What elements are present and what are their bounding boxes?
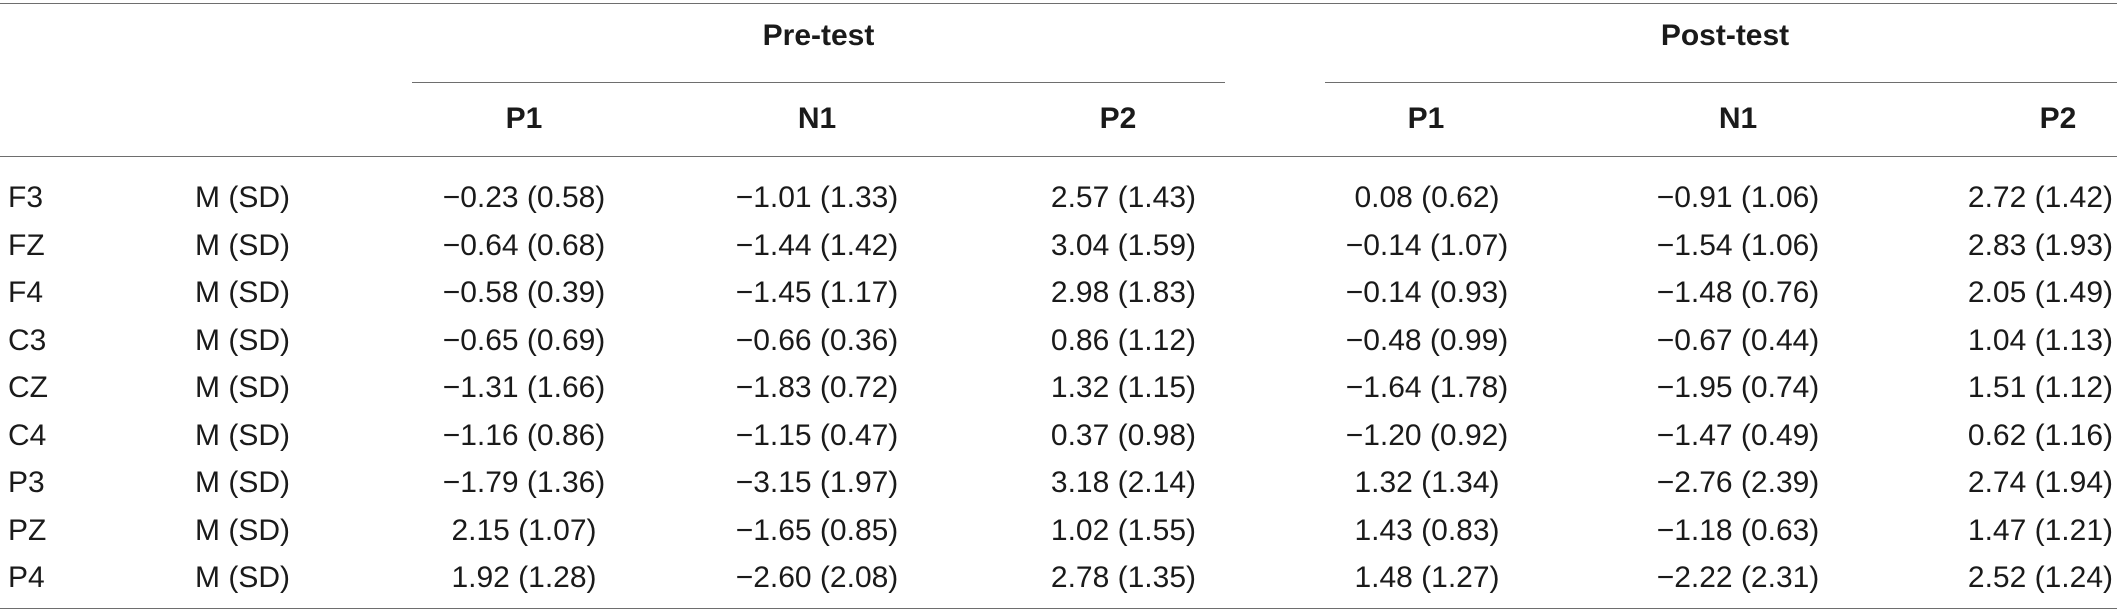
- sub-header-6: P2: [2039, 102, 2077, 135]
- value-cell: 3.04 (1.59): [1050, 228, 1196, 262]
- value-cell: −1.18 (0.63): [1656, 513, 1820, 547]
- value-cell: −0.66 (0.36): [735, 323, 899, 357]
- value-cell: −0.91 (1.06): [1656, 181, 1820, 214]
- value-cell: 1.47 (1.21): [1967, 513, 2113, 547]
- value-cell: 2.15 (1.07): [451, 513, 597, 547]
- value-cell: 2.05 (1.49): [1967, 276, 2113, 309]
- value-cell: −0.23 (0.58): [442, 181, 606, 214]
- value-cell: 0.86 (1.12): [1050, 323, 1196, 357]
- stat-label: M (SD): [195, 418, 290, 452]
- value-cell: −0.67 (0.44): [1656, 323, 1820, 357]
- value-cell: 2.57 (1.43): [1050, 181, 1196, 214]
- value-cell: 1.04 (1.13): [1967, 323, 2113, 357]
- header-bottom-rule: [0, 156, 2117, 157]
- value-cell: 1.43 (0.83): [1354, 513, 1500, 547]
- value-cell: −1.01 (1.33): [735, 181, 899, 214]
- pre-test-rule: [412, 82, 1225, 83]
- value-cell: −0.48 (0.99): [1345, 323, 1509, 357]
- electrode-label: CZ: [8, 371, 48, 404]
- value-cell: −2.22 (2.31): [1656, 561, 1820, 594]
- stat-label: M (SD): [195, 513, 290, 547]
- stat-label: M (SD): [195, 181, 290, 214]
- value-cell: 2.74 (1.94): [1967, 466, 2113, 499]
- value-cell: 1.32 (1.15): [1050, 371, 1196, 404]
- value-cell: 2.98 (1.83): [1050, 276, 1196, 309]
- value-cell: −1.54 (1.06): [1656, 228, 1820, 262]
- value-cell: −1.95 (0.74): [1656, 371, 1820, 404]
- electrode-label: FZ: [8, 228, 45, 262]
- value-cell: 1.32 (1.34): [1354, 466, 1500, 499]
- value-cell: −0.65 (0.69): [442, 323, 606, 357]
- value-cell: −1.16 (0.86): [442, 418, 606, 452]
- value-cell: −1.48 (0.76): [1656, 276, 1820, 309]
- sub-header-4: P1: [1407, 102, 1445, 135]
- stat-label: M (SD): [195, 228, 290, 262]
- value-cell: −1.79 (1.36): [442, 466, 606, 499]
- stat-label: M (SD): [195, 276, 290, 309]
- table-bottom-rule: [0, 608, 2117, 609]
- value-cell: 2.78 (1.35): [1050, 561, 1196, 594]
- value-cell: 1.48 (1.27): [1354, 561, 1500, 594]
- value-cell: −0.14 (1.07): [1345, 228, 1509, 262]
- electrode-label: C4: [8, 418, 47, 452]
- group-header-post-test: Post-test: [1660, 19, 1790, 52]
- value-cell: −1.64 (1.78): [1345, 371, 1509, 404]
- value-cell: −1.65 (0.85): [735, 513, 899, 547]
- sub-header-5: N1: [1718, 102, 1758, 135]
- group-header-pre-test: Pre-test: [762, 19, 875, 52]
- value-cell: 0.62 (1.16): [1967, 418, 2113, 452]
- stat-label: M (SD): [195, 561, 290, 594]
- value-cell: −1.44 (1.42): [735, 228, 899, 262]
- value-cell: 2.52 (1.24): [1967, 561, 2113, 594]
- value-cell: 3.18 (2.14): [1050, 466, 1196, 499]
- value-cell: 2.72 (1.42): [1967, 181, 2113, 214]
- electrode-label: P4: [8, 561, 45, 594]
- value-cell: −0.14 (0.93): [1345, 276, 1509, 309]
- value-cell: −2.60 (2.08): [735, 561, 899, 594]
- electrode-label: F4: [8, 276, 44, 309]
- value-cell: −0.64 (0.68): [442, 228, 606, 262]
- value-cell: 0.37 (0.98): [1050, 418, 1196, 452]
- value-cell: −1.15 (0.47): [735, 418, 899, 452]
- stat-label: M (SD): [195, 323, 290, 357]
- value-cell: −1.45 (1.17): [735, 276, 899, 309]
- value-cell: 1.02 (1.55): [1050, 513, 1196, 547]
- sub-header-1: P1: [505, 102, 543, 135]
- table-top-rule: [0, 3, 2117, 4]
- value-cell: −1.20 (0.92): [1345, 418, 1509, 452]
- stat-label: M (SD): [195, 466, 290, 499]
- electrode-label: P3: [8, 466, 45, 499]
- value-cell: −3.15 (1.97): [735, 466, 899, 499]
- electrode-label: C3: [8, 323, 47, 357]
- value-cell: 1.51 (1.12): [1967, 371, 2113, 404]
- value-cell: 0.08 (0.62): [1354, 181, 1500, 214]
- sub-header-2: N1: [797, 102, 837, 135]
- value-cell: −0.58 (0.39): [442, 276, 606, 309]
- value-cell: 2.83 (1.93): [1967, 228, 2113, 262]
- electrode-label: PZ: [8, 513, 47, 547]
- value-cell: 1.92 (1.28): [451, 561, 597, 594]
- value-cell: −1.83 (0.72): [735, 371, 899, 404]
- value-cell: −1.47 (0.49): [1656, 418, 1820, 452]
- post-test-rule: [1325, 82, 2117, 83]
- sub-header-3: P2: [1099, 102, 1137, 135]
- value-cell: −2.76 (2.39): [1656, 466, 1820, 499]
- stat-label: M (SD): [195, 371, 290, 404]
- value-cell: −1.31 (1.66): [442, 371, 606, 404]
- electrode-label: F3: [8, 181, 44, 214]
